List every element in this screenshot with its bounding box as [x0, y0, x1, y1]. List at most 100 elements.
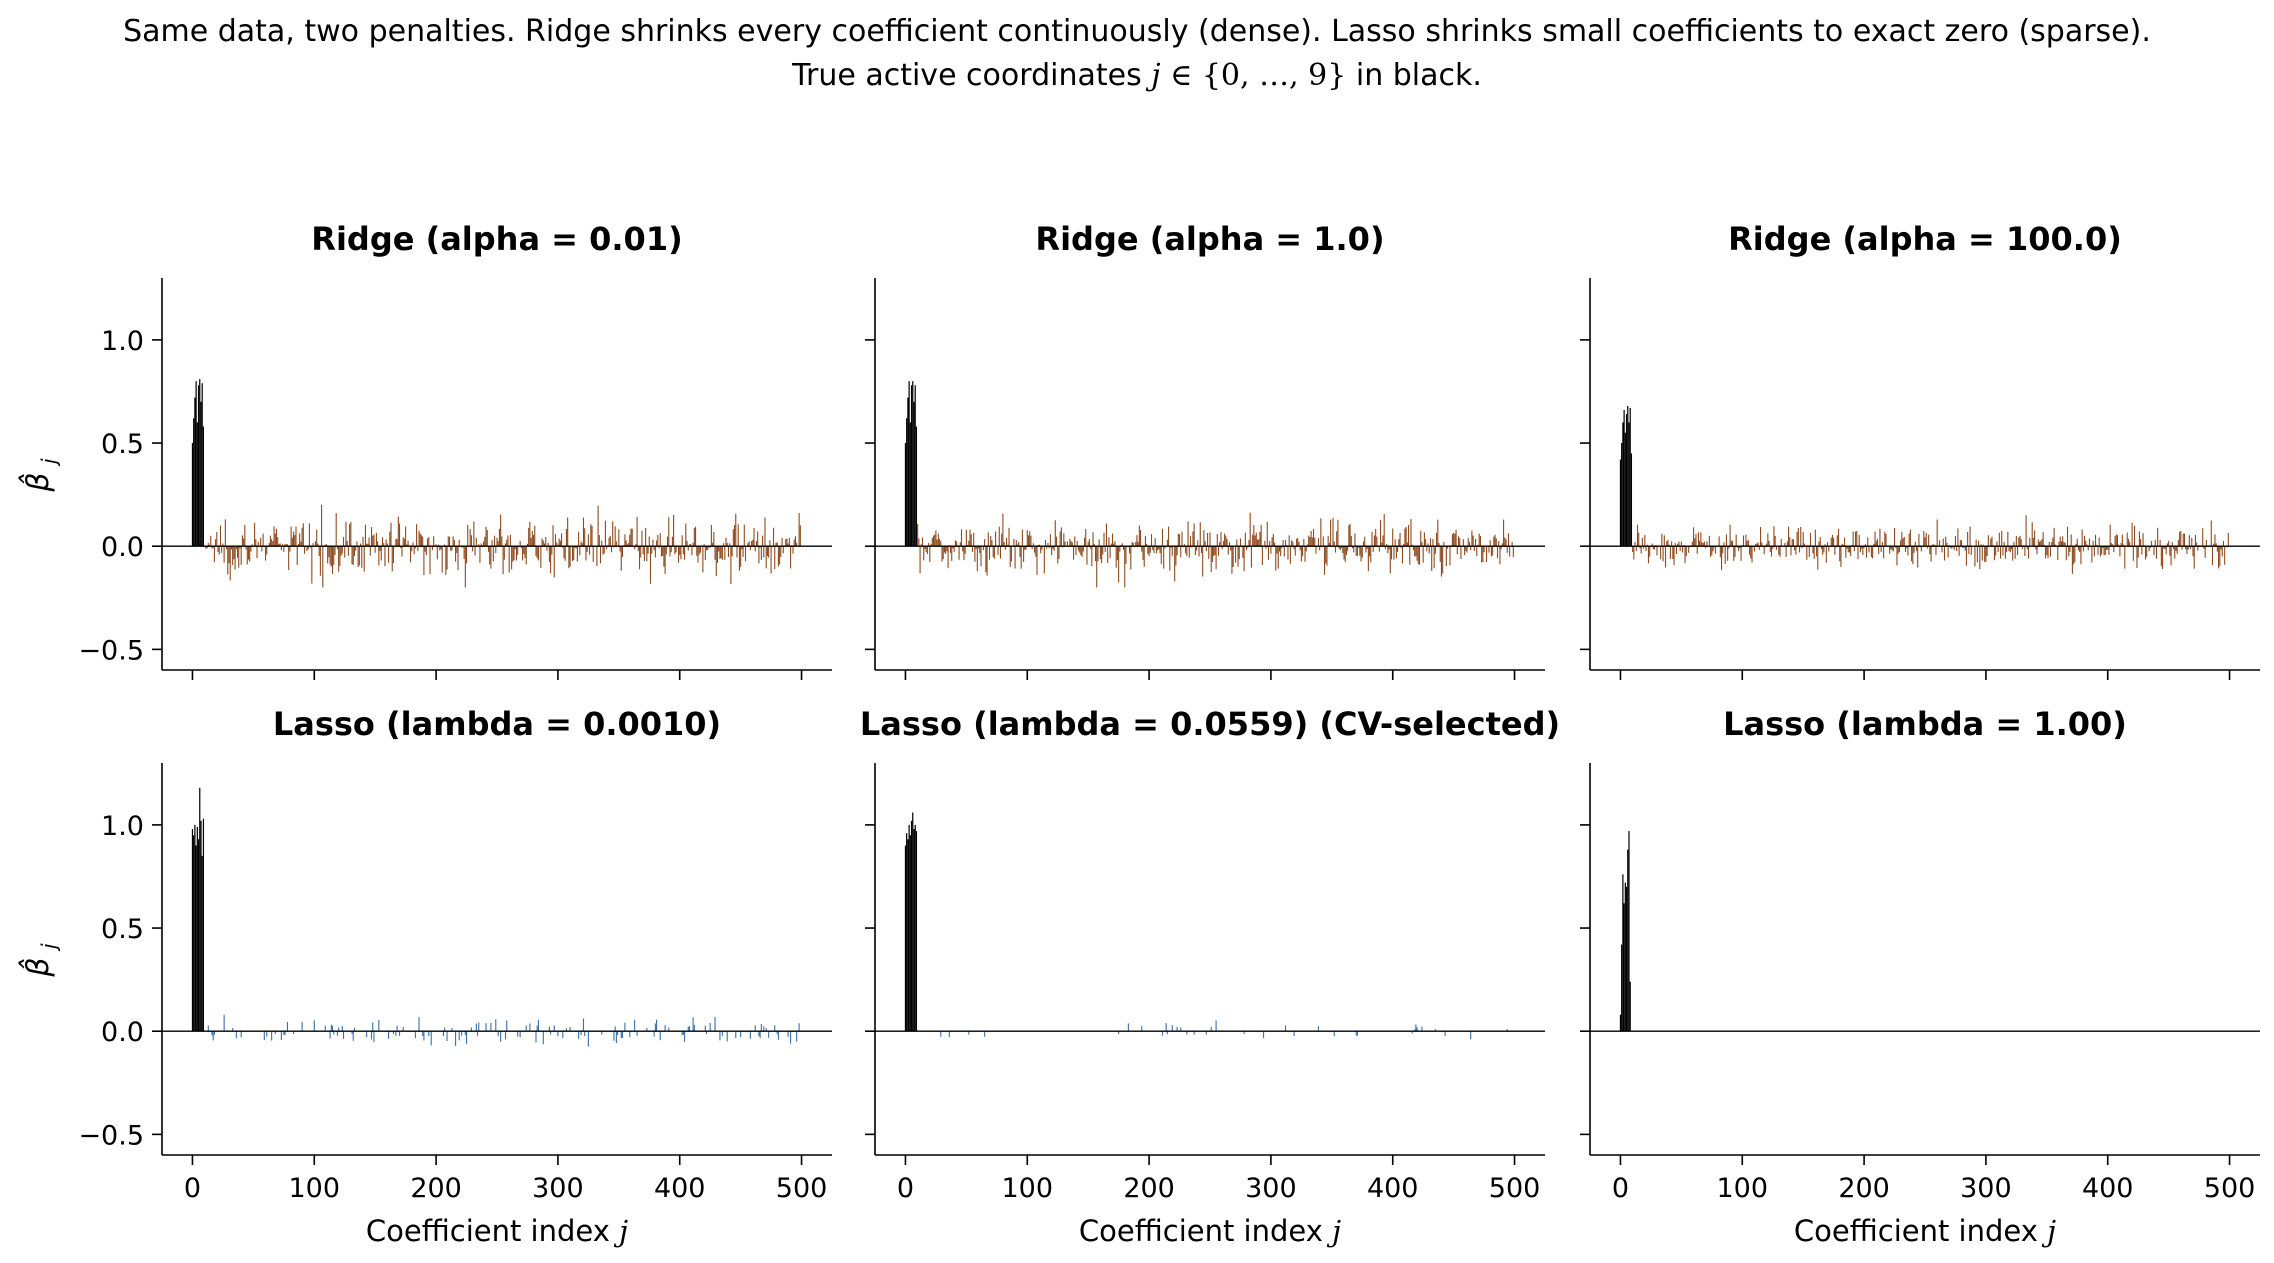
- coefficient-bar: [774, 546, 776, 570]
- coefficient-bar: [760, 546, 762, 560]
- coefficient-bar: [535, 546, 537, 557]
- coefficient-bar: [266, 546, 268, 555]
- coefficient-bar: [1088, 539, 1090, 547]
- coefficient-bar: [2006, 546, 2008, 553]
- coefficient-bar: [1096, 546, 1098, 588]
- coefficient-bar: [503, 546, 505, 560]
- coefficient-bar: [1818, 541, 1820, 547]
- coefficient-bar: [396, 539, 398, 547]
- coefficient-bar: [693, 1025, 695, 1032]
- coefficient-bar: [695, 526, 697, 547]
- coefficient-bar: [1449, 546, 1451, 566]
- coefficient-bar: [1477, 544, 1479, 547]
- coefficient-bar: [1304, 546, 1306, 562]
- coefficient-bar: [936, 539, 938, 547]
- coefficient-bar: [705, 1031, 708, 1035]
- coefficient-bar: [559, 540, 561, 547]
- coefficient-bar: [1766, 543, 1768, 547]
- coefficient-bar: [502, 546, 504, 575]
- coefficient-bar: [1215, 546, 1217, 570]
- coefficient-bar: [579, 546, 581, 556]
- subplot-3: Ridge (alpha = 100.0): [1580, 220, 2260, 680]
- coefficient-bar: [548, 546, 550, 563]
- coefficient-bar: [1252, 534, 1254, 547]
- coefficient-bar: [1236, 539, 1238, 547]
- coefficient-bar: [1030, 535, 1032, 547]
- coefficient-bar: [963, 546, 965, 561]
- coefficient-bar: [1772, 546, 1774, 549]
- coefficient-bar: [1506, 1029, 1508, 1032]
- active-coefficient-bar: [910, 820, 913, 1032]
- coefficient-bar: [1007, 544, 1009, 547]
- coefficient-bar: [1963, 546, 1965, 548]
- coefficient-bar: [945, 546, 947, 554]
- coefficient-bar: [1327, 535, 1329, 547]
- coefficient-bar: [297, 544, 299, 547]
- x-tick-label: 100: [288, 1173, 340, 1204]
- coefficient-bar: [1982, 544, 1985, 547]
- coefficient-bar: [1406, 542, 1408, 547]
- coefficient-bar: [1996, 541, 1998, 547]
- coefficient-bar: [693, 527, 695, 547]
- coefficient-bar: [1038, 544, 1041, 547]
- coefficient-bar: [524, 546, 526, 559]
- coefficient-bar: [1656, 546, 1658, 556]
- active-coefficient-bar: [202, 818, 205, 1032]
- x-tick-label: 300: [532, 1173, 584, 1204]
- coefficient-bar: [1925, 532, 1927, 547]
- coefficient-bar: [735, 513, 737, 547]
- coefficient-bar: [1723, 542, 1725, 547]
- coefficient-bar: [1311, 537, 1313, 547]
- coefficient-bar: [1058, 546, 1060, 559]
- coefficient-bar: [233, 546, 235, 560]
- coefficient-bar: [731, 546, 733, 557]
- coefficient-bar: [2020, 539, 2022, 547]
- coefficient-bar: [982, 546, 984, 551]
- coefficient-bar: [1428, 546, 1430, 554]
- coefficient-bar: [2133, 525, 2136, 547]
- coefficient-bar: [1722, 546, 1724, 554]
- coefficient-bar: [634, 1019, 636, 1032]
- coefficient-bar: [1987, 535, 1989, 547]
- coefficient-bar: [2045, 546, 2047, 559]
- suptitle-math-set: ∈ {0, …, 9}: [1160, 58, 1347, 93]
- coefficient-bar: [1414, 1029, 1416, 1032]
- coefficient-bar: [776, 542, 778, 547]
- coefficient-bar: [1507, 533, 1510, 547]
- coefficient-bar: [2202, 528, 2204, 547]
- coefficient-bar: [1975, 539, 1977, 547]
- coefficient-bar: [1980, 544, 1982, 547]
- coefficient-bar: [1142, 546, 1144, 560]
- coefficient-bar: [1389, 546, 1391, 574]
- coefficient-bar: [1006, 537, 1008, 547]
- coefficient-bar: [2014, 546, 2016, 559]
- coefficient-bar: [1878, 546, 1880, 555]
- coefficient-bar: [213, 1031, 215, 1035]
- coefficient-bar: [653, 1031, 655, 1037]
- active-coefficient-bars: [191, 787, 205, 1032]
- coefficient-bar: [206, 546, 208, 549]
- coefficient-bar: [2153, 546, 2155, 556]
- coefficient-bar: [1016, 544, 1019, 547]
- coefficient-bar: [674, 546, 676, 555]
- coefficient-bar: [1338, 546, 1340, 549]
- coefficient-bar: [1174, 546, 1176, 582]
- active-coefficient-bars: [1619, 405, 1633, 547]
- coefficient-bar: [212, 1031, 214, 1041]
- coefficient-bar: [2213, 543, 2215, 547]
- coefficient-bar: [274, 1031, 276, 1035]
- coefficient-bar: [2080, 546, 2082, 565]
- coefficient-bar: [264, 546, 267, 561]
- coefficient-bar: [1638, 532, 1640, 547]
- coefficient-bar: [1107, 546, 1109, 563]
- coefficient-bar: [935, 530, 937, 547]
- coefficient-bar: [1043, 546, 1045, 574]
- coefficient-bar: [385, 539, 387, 547]
- coefficient-bar: [552, 525, 554, 547]
- coefficient-bar: [574, 546, 576, 548]
- coefficient-bar: [2109, 524, 2111, 547]
- coefficient-bar: [350, 521, 352, 547]
- coefficient-bar: [751, 541, 753, 547]
- coefficient-bar: [284, 1031, 286, 1036]
- coefficient-bar: [402, 1026, 404, 1032]
